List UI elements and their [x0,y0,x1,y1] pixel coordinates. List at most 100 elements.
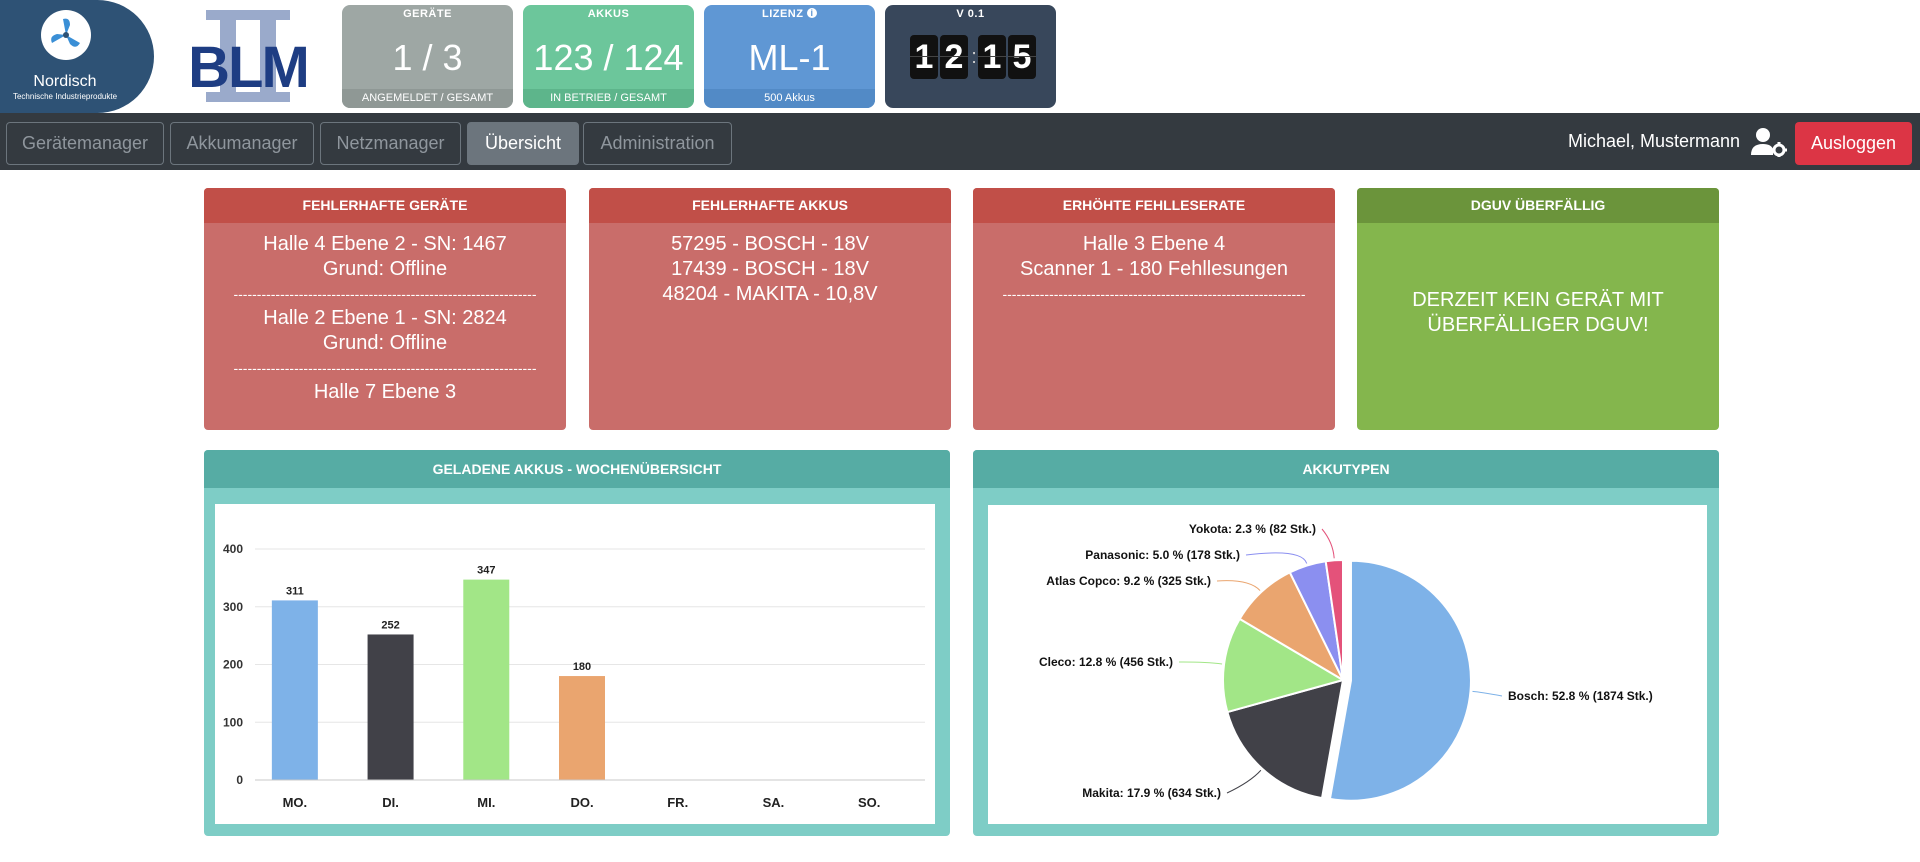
y-tick-label: 100 [223,715,243,729]
pie-slice [1226,678,1345,800]
pie-slice-label: Atlas Copco: 9.2 % (325 Stk.) [1046,574,1211,588]
geraete-label: GERÄTE [403,8,452,20]
user-settings-icon[interactable] [1751,127,1787,157]
pie-slice-label: Bosch: 52.8 % (1874 Stk.) [1508,689,1653,703]
panel-wochenuebersicht: GELADENE AKKUS - WOCHENÜBERSICHT 0 100 200… [204,450,950,836]
bar-chart: 0 100 200 300 400 311 MO. 252 DI. 347 MI. 180 DO. FR.… [223,542,925,810]
version-label: V 0.1 [956,8,985,20]
nav-netzmanager[interactable]: Netzmanager [320,122,461,165]
nav-uebersicht[interactable]: Übersicht [467,122,579,165]
card-line: Halle 2 Ebene 1 - SN: 2824 [263,307,507,329]
header: Nordisch Technische Industrieprodukte BL… [0,0,1920,113]
y-tick-label: 0 [236,773,243,787]
bar-chart-container: 0 100 200 300 400 311 MO. 252 DI. 347 MI. 180 DO. FR.… [215,504,935,824]
pie-chart-container: Bosch: 52.8 % (1874 Stk.) Makita: 17.9 % … [988,505,1707,824]
x-tick-label: MI. [477,795,495,810]
card-line: Halle 3 Ebene 4 [1082,233,1226,255]
card-dguv: DGUV ÜBERFÄLLIG DERZEIT KEIN GERÄT MIT Ü… [1357,188,1719,430]
geraete-value: 1 / 3 [392,37,463,78]
card-line: 48204 - MAKITA - 10,8V [662,283,878,305]
propeller-logo-icon [41,10,91,60]
clock-digit: 2 [940,35,968,79]
card-fehlleserate: ERHÖHTE FEHLLESERATE Halle 3 Ebene 4 Sca… [973,188,1335,430]
panel-title: GELADENE AKKUS - WOCHENÜBERSICHT [204,450,950,488]
pie-connector [1472,690,1503,697]
card-separator: ----------------------------------------… [1002,286,1306,302]
card-line: Halle 4 Ebene 2 - SN: 1467 [263,233,507,255]
akkus-value: 123 / 124 [533,37,684,78]
card-line: ÜBERFÄLLIGER DGUV! [1427,314,1649,336]
card-fehlerhafte-akkus: FEHLERHAFTE AKKUS 57295 - BOSCH - 18V 17… [589,188,951,430]
bar-value-label: 180 [573,661,591,673]
pie-slice-label: Makita: 17.9 % (634 Stk.) [1082,786,1221,800]
card-body: Halle 4 Ebene 2 - SN: 1467 Grund: Offlin… [204,223,566,405]
akkus-label: AKKUS [587,8,630,20]
flip-clock: 1 2 : 1 5 [910,35,1038,79]
clock-digit: 1 [978,35,1006,79]
card-line: Grund: Offline [322,332,448,354]
pie-connector [1321,528,1335,559]
lizenz-value: ML-1 [748,37,831,78]
akkus-footer: IN BETRIEB / GESAMT [523,89,694,108]
x-tick-label: SO. [858,795,880,810]
main-navbar: Gerätemanager Akkumanager Netzmanager Üb… [0,113,1920,170]
info-icon[interactable]: i [807,8,818,18]
card-line: Grund: Offline [322,258,448,280]
lizenz-header: LIZENZ i [704,8,875,20]
card-line: 17439 - BOSCH - 18V [671,258,869,280]
y-tick-label: 200 [223,658,243,672]
logo-name: Nordisch [33,73,97,90]
geraete-footer: ANGEMELDET / GESAMT [342,89,513,108]
card-title: ERHÖHTE FEHLLESERATE [973,188,1335,223]
x-tick-label: SA. [763,795,785,810]
pie-connector [1178,661,1223,665]
bar [367,634,414,780]
version-stat: V 0.1 1 2 : 1 5 [885,5,1056,108]
clock-digit: 5 [1008,35,1036,79]
clock-colon: : [971,45,977,68]
bar [271,600,318,780]
card-fehlerhafte-geraete: FEHLERHAFTE GERÄTE Halle 4 Ebene 2 - SN:… [204,188,566,430]
card-separator: ----------------------------------------… [233,360,537,376]
panel-akkutypen: AKKUTYPEN Bosch: 52.8 % (1874 Stk.) Makit… [973,450,1719,836]
pie-slice-label: Panasonic: 5.0 % (178 Stk.) [1085,548,1240,562]
company-logo: Nordisch Technische Industrieprodukte [0,0,154,113]
geraete-stat: GERÄTE 1 / 3 ANGEMELDET / GESAMT [342,5,513,108]
nav-administration[interactable]: Administration [583,122,732,165]
brand-name: BLM [188,35,310,100]
akkus-stat: AKKUS 123 / 124 IN BETRIEB / GESAMT [523,5,694,108]
blm-logo: BLM [178,10,318,105]
bar-value-label: 311 [286,585,304,597]
nav-akkumanager[interactable]: Akkumanager [170,122,314,165]
lizenz-footer: 500 Akkus [704,89,875,108]
user-name: Michael, Mustermann [1568,131,1741,151]
pie-connector [1226,769,1262,794]
x-tick-label: DO. [570,795,593,810]
card-line: DERZEIT KEIN GERÄT MIT [1412,289,1664,311]
card-body: 57295 - BOSCH - 18V 17439 - BOSCH - 18V … [589,223,951,307]
nav-geraetemanager[interactable]: Gerätemanager [6,122,164,165]
pie-slice [1328,559,1472,802]
x-tick-label: DI. [382,795,399,810]
card-line: Scanner 1 - 180 Fehllesungen [1020,258,1288,280]
lizenz-stat: LIZENZ i ML-1 500 Akkus [704,5,875,108]
lizenz-label: LIZENZ [761,8,804,20]
logout-button[interactable]: Ausloggen [1795,122,1912,165]
y-tick-label: 300 [223,600,243,614]
pie-slice-label: Yokota: 2.3 % (82 Stk.) [1189,522,1316,536]
logo-subtitle: Technische Industrieprodukte [12,92,118,101]
bar-value-label: 347 [477,565,495,577]
pie-slice-label: Cleco: 12.8 % (456 Stk.) [1039,655,1173,669]
clock-digit: 1 [910,35,938,79]
card-title: FEHLERHAFTE GERÄTE [204,188,566,223]
bar [559,676,605,780]
panel-title: AKKUTYPEN [973,450,1719,488]
card-separator: ----------------------------------------… [233,286,537,302]
x-tick-label: MO. [283,795,308,810]
pie-chart: Bosch: 52.8 % (1874 Stk.) Makita: 17.9 % … [1039,522,1653,802]
pie-connector [1245,552,1308,564]
card-message: DERZEIT KEIN GERÄT MIT ÜBERFÄLLIGER DGUV… [1357,288,1719,338]
blm-logo-emblem-icon [206,10,290,102]
pie-slice [1222,617,1346,714]
x-tick-label: FR. [667,795,688,810]
